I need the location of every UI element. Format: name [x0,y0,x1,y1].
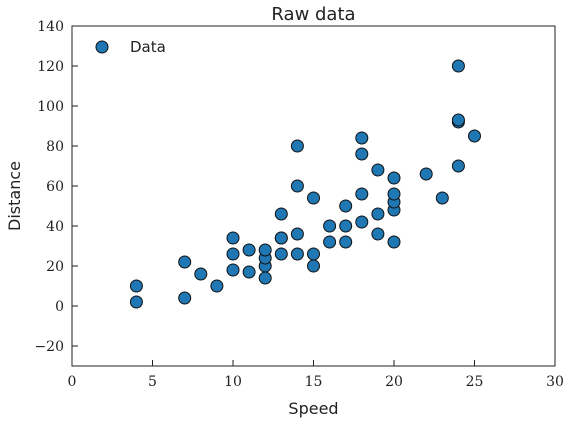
data-point [339,235,353,249]
data-point [371,227,385,241]
data-point [355,215,369,229]
x-axis-label: Speed [288,399,338,418]
data-point [451,113,465,127]
data-point [290,247,304,261]
data-point [129,279,143,293]
data-point [451,59,465,73]
y-tick-label: 140 [37,19,64,35]
x-tick-label: 5 [148,374,157,390]
data-point [387,235,401,249]
data-point [355,187,369,201]
data-point [435,191,449,205]
data-point [194,267,208,281]
chart-title: Raw data [271,4,355,25]
data-point [371,163,385,177]
data-point [339,219,353,233]
y-tick-label: 20 [46,259,64,275]
data-point [226,263,240,277]
data-point [274,207,288,221]
data-point [178,291,192,305]
data-points [129,59,481,309]
y-tick-label: 120 [37,59,64,75]
data-point [468,129,481,143]
data-point [274,247,288,261]
data-point [323,219,337,233]
data-point [242,243,256,257]
y-tick-label: 60 [46,179,64,195]
x-tick-label: 30 [546,374,564,390]
data-point [290,179,304,193]
data-point [226,247,240,261]
x-axis: 0 5 10 15 20 25 30 [68,360,564,390]
x-tick-label: 15 [305,374,323,390]
data-point [371,207,385,221]
x-tick-label: 20 [385,374,403,390]
data-point [258,243,272,257]
data-point [339,199,353,213]
y-tick-label: 40 [46,219,64,235]
data-point [307,259,320,273]
data-point [178,255,192,269]
data-point [387,187,401,201]
data-point [226,231,240,245]
x-tick-label: 25 [466,374,484,390]
data-point [451,159,465,173]
data-point [274,231,288,245]
data-point [355,131,369,145]
data-point [290,139,304,153]
data-point [129,295,143,309]
legend-marker [95,40,109,54]
data-point [210,279,224,293]
y-tick-label: 0 [55,299,64,315]
legend: Data [95,38,166,56]
y-axis: −20 0 20 40 60 80 100 120 140 [34,19,78,355]
data-point [242,265,256,279]
y-tick-label: 100 [37,99,64,115]
data-point [355,147,369,161]
data-point [419,167,433,181]
x-tick-label: 0 [68,374,77,390]
data-point [307,247,320,261]
y-tick-label: 80 [46,139,64,155]
data-point [258,271,272,285]
data-point [307,191,320,205]
data-point [387,171,401,185]
legend-label: Data [130,38,166,56]
x-tick-label: 10 [224,374,242,390]
y-axis-label: Distance [5,161,24,231]
y-tick-label: −20 [34,339,64,355]
data-point [323,235,337,249]
data-point [290,227,304,241]
